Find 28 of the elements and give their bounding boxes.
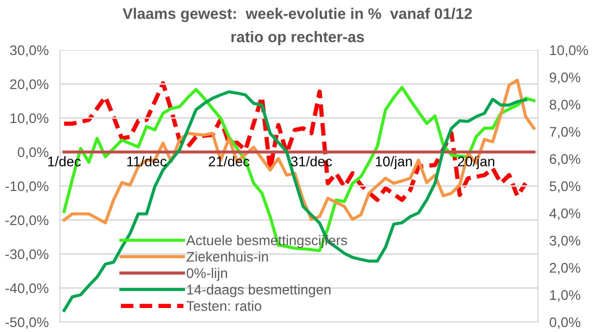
y-tick-label: -20,0%	[6, 215, 48, 227]
y-tick-label: -50,0%	[6, 317, 48, 329]
x-tick-label: 10/jan	[376, 156, 412, 170]
y2-tick-label: 3,0%	[550, 236, 580, 248]
y2-tick-label: 4,0%	[549, 208, 580, 220]
legend-label: Testen: ratio	[186, 300, 262, 311]
y-tick-label: -10,0%	[6, 181, 48, 193]
y2-tick-label: 5,0%	[550, 181, 580, 193]
y-tick-label: 30,0%	[10, 45, 48, 57]
y-tick-label: -40,0%	[6, 283, 48, 295]
y2-tick-label: 6,0%	[550, 154, 580, 166]
y-tick-label: 10,0%	[10, 113, 48, 125]
y-tick-label: 20,0%	[10, 79, 48, 91]
legend-label: 14-daags besmettingen	[187, 284, 330, 298]
chart-title: Vlaams gewest: week-evolutie in % vanaf 01/12	[122, 8, 472, 22]
chart-subtitle: ratio op rechter-as	[231, 31, 364, 46]
x-tick-label: 31/dec	[291, 156, 332, 166]
legend-label: Ziekenhuis-in	[186, 251, 268, 262]
y-tick-label: -30,0%	[6, 249, 48, 261]
y2-tick-label: 0,0%	[550, 317, 580, 329]
y-tick-label: 0,0%	[18, 147, 48, 159]
legend-label: 0%-lijn	[186, 268, 227, 281]
y2-tick-label: 10,0%	[550, 45, 588, 57]
y2-tick-label: 9,0%	[550, 72, 580, 84]
y2-tick-label: 8,0%	[550, 100, 580, 112]
y2-tick-label: 7,0%	[550, 126, 580, 138]
y2-tick-label: 1,0%	[550, 290, 580, 302]
y2-tick-label: 2,0%	[550, 262, 580, 274]
